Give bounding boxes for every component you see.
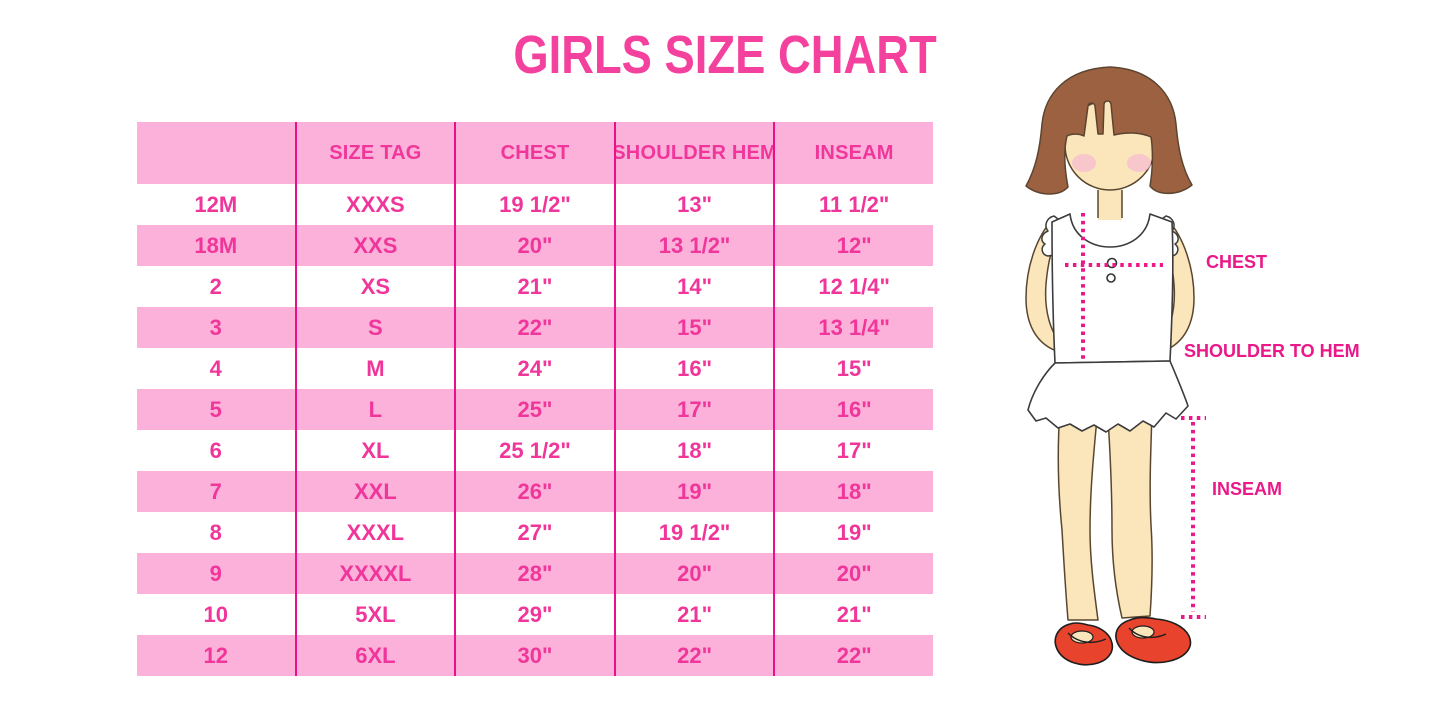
table-cell: 24" [454, 348, 614, 389]
table-cell: 17" [773, 430, 933, 471]
table-cell: 8 [209, 519, 222, 545]
table-cell: 14" [613, 266, 774, 307]
column-header [137, 122, 295, 184]
skirt [1027, 360, 1189, 433]
table-header-row: SIZE TAG CHEST SHOULDER HEM INSEAM [137, 122, 933, 184]
table-cell: 30" [454, 635, 614, 676]
table-cell: XXS [294, 225, 455, 266]
table-cell: 15" [773, 348, 933, 389]
inseam-label: INSEAM [1212, 479, 1283, 499]
table-cell: 28" [454, 553, 614, 594]
table-cell: 22" [773, 635, 933, 676]
table-row: 4 M 24" 16" 15" [137, 348, 933, 389]
table-cell: 20" [773, 553, 933, 594]
measurement-dotted-lines [1065, 213, 1206, 619]
table-cell: 18" [613, 430, 774, 471]
table-cell: 25 1/2" [454, 430, 614, 471]
table-cell: S [294, 307, 455, 348]
table-cell: 19 1/2" [454, 184, 614, 225]
table-cell: 26" [454, 471, 614, 512]
table-cell: 19" [613, 471, 774, 512]
table-row: 8 XXXL 27" 19 1/2" 19" [137, 512, 933, 553]
table-cell: 17" [613, 389, 774, 430]
table-cell: 3 [209, 314, 222, 340]
table-cell: 6XL [294, 635, 455, 676]
table-row: 7 XXL 26" 19" 18" [137, 471, 933, 512]
table-cell: 5XL [294, 594, 455, 635]
column-header: INSEAM [773, 122, 933, 184]
table-cell: 20" [613, 553, 774, 594]
table-cell: 11 1/2" [773, 184, 933, 225]
table-cell: XXL [294, 471, 455, 512]
table-cell: 19 1/2" [613, 512, 774, 553]
table-cell: 13 1/2" [613, 225, 774, 266]
table-cell: L [294, 389, 455, 430]
blush-right [1127, 154, 1151, 172]
table-cell: 21" [613, 594, 774, 635]
table-cell: 5 [209, 396, 222, 422]
table-cell: 15" [613, 307, 774, 348]
shoes [1054, 616, 1192, 666]
table-cell: 9 [209, 560, 222, 586]
size-table: SIZE TAG CHEST SHOULDER HEM INSEAM 12M XXXS 19… [137, 122, 933, 676]
table-cell: 12 1/4" [773, 266, 933, 307]
table-row: 12 6XL 30" 22" 22" [137, 635, 933, 676]
table-cell: 27" [454, 512, 614, 553]
table-cell: 12" [773, 225, 933, 266]
table-cell: 13 1/4" [773, 307, 933, 348]
legs [1057, 409, 1153, 621]
table-row: 9 XXXXL 28" 20" 20" [137, 553, 933, 594]
table-cell: XXXXL [294, 553, 455, 594]
table-cell: 2 [209, 273, 222, 299]
table-row: 5 L 25" 17" 16" [137, 389, 933, 430]
table-row: 6 XL 25 1/2" 18" 17" [137, 430, 933, 471]
table-row: 2 XS 21" 14" 12 1/4" [137, 266, 933, 307]
table-cell: 10 [203, 601, 229, 627]
left-shoe [1054, 622, 1114, 666]
table-row: 18M XXS 20" 13 1/2" 12" [137, 225, 933, 266]
top-bodice [1041, 213, 1179, 364]
column-header: SHOULDER HEM [613, 122, 773, 184]
table-cell: XL [294, 430, 455, 471]
table-cell: 18" [773, 471, 933, 512]
table-cell: 22" [454, 307, 614, 348]
table-cell: 6 [209, 437, 222, 463]
table-cell: M [294, 348, 455, 389]
table-cell: 21" [773, 594, 933, 635]
table-cell: 21" [454, 266, 614, 307]
table-cell: 18M [194, 232, 238, 258]
table-cell: 4 [209, 355, 222, 381]
table-cell: 20" [454, 225, 614, 266]
table-cell: 16" [773, 389, 933, 430]
table-row: 3 S 22" 15" 13 1/4" [137, 307, 933, 348]
table-cell: 29" [454, 594, 614, 635]
table-cell: XXXL [294, 512, 455, 553]
table-cell: 12 [203, 642, 229, 668]
blush-left [1072, 154, 1096, 172]
right-shoe [1115, 616, 1192, 664]
table-row: 10 5XL 29" 21" 21" [137, 594, 933, 635]
table-cell: 7 [209, 478, 222, 504]
column-header: SIZE TAG [294, 122, 455, 184]
table-cell: 22" [613, 635, 774, 676]
table-cell: XS [294, 266, 455, 307]
table-cell: 16" [613, 348, 774, 389]
table-cell: 25" [454, 389, 614, 430]
table-cell: XXXS [294, 184, 455, 225]
page-title: GIRLS SIZE CHART [513, 25, 937, 85]
table-cell: 12M [194, 191, 238, 217]
table-cell: 19" [773, 512, 933, 553]
hair [1025, 66, 1193, 195]
table-row: 12M XXXS 19 1/2" 13" 11 1/2" [137, 184, 933, 225]
chest-label: CHEST [1206, 252, 1268, 272]
column-header: CHEST [454, 122, 614, 184]
shoulder-to-hem-label: SHOULDER TO HEM [1184, 341, 1360, 361]
table-cell: 13" [613, 184, 774, 225]
girl-illustration [1025, 66, 1206, 666]
